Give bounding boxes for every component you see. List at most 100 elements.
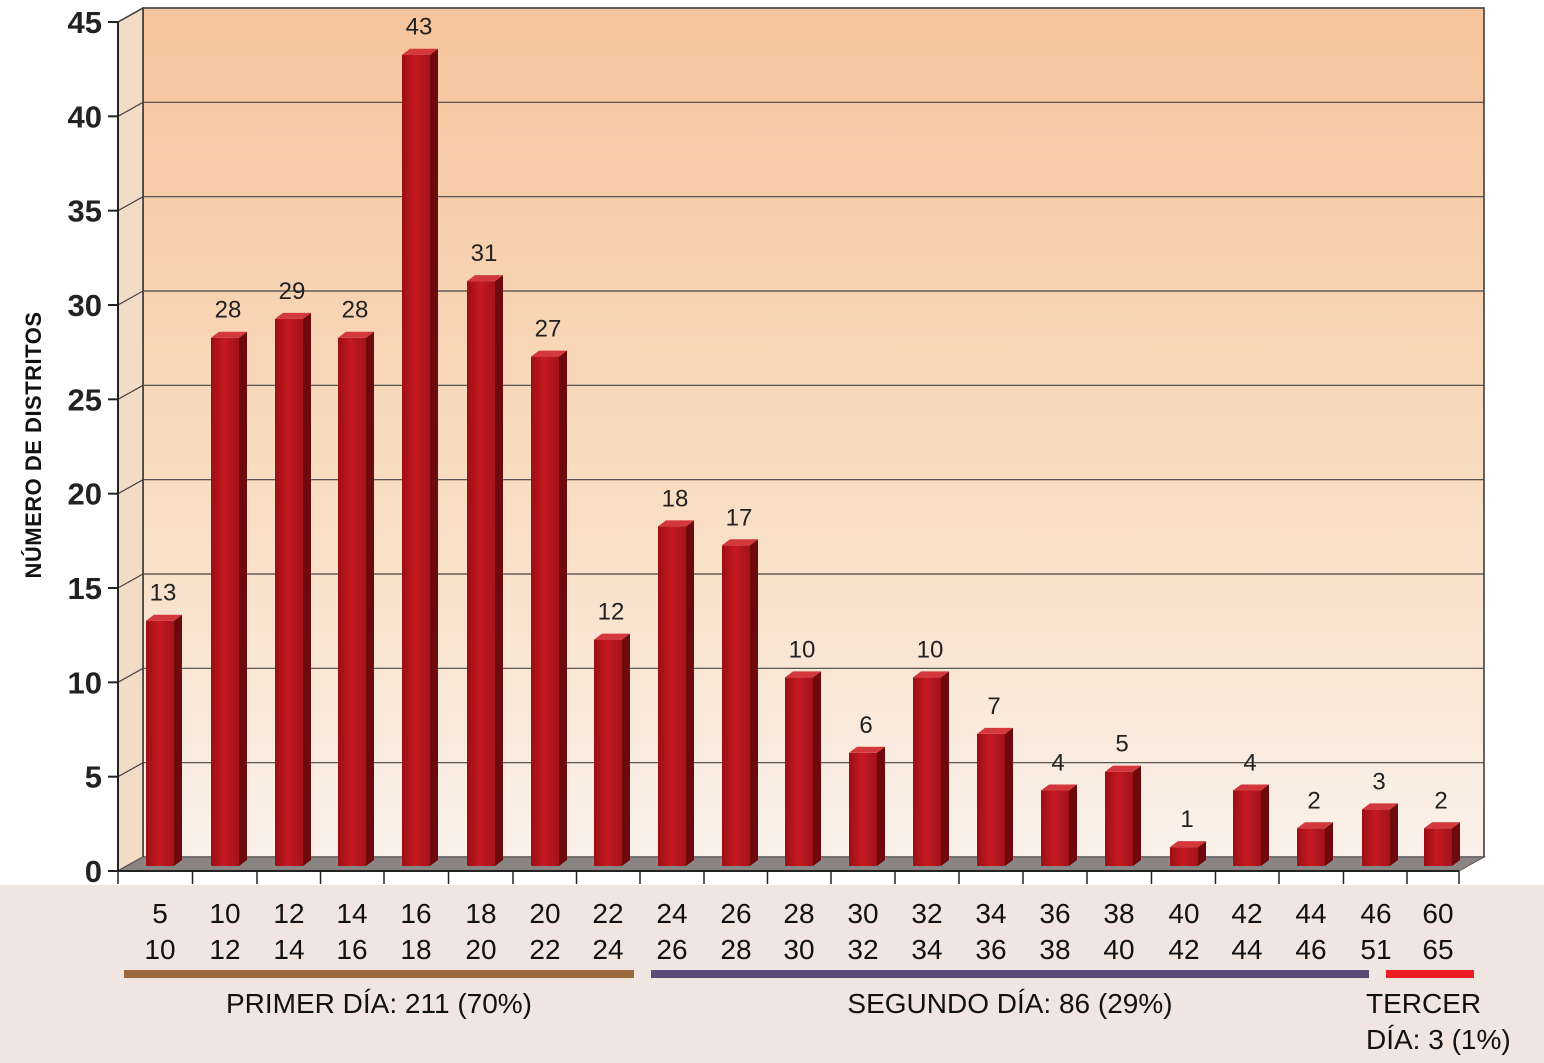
gridline-side bbox=[117, 7, 144, 23]
bar bbox=[531, 350, 567, 867]
x-tick-label-line: 38 bbox=[1103, 898, 1135, 929]
x-tick-label-line: 44 bbox=[1295, 898, 1327, 929]
bar-top bbox=[977, 727, 1013, 734]
group-label-line: DÍA: 3 (1%) bbox=[1366, 1024, 1511, 1055]
x-tick-label: 24 26 bbox=[637, 896, 707, 968]
x-tick-label-line: 12 bbox=[273, 898, 305, 929]
bar-side bbox=[1261, 784, 1269, 866]
x-tick-label-line: 18 bbox=[400, 934, 432, 965]
x-tick-label: 22 24 bbox=[573, 896, 643, 968]
bar bbox=[913, 671, 949, 866]
x-tick-label: 12 14 bbox=[254, 896, 324, 968]
x-tick-label-line: 10 bbox=[144, 934, 176, 965]
bar-top bbox=[146, 614, 182, 621]
gridline-side bbox=[117, 762, 144, 778]
data-label: 1 bbox=[1180, 806, 1193, 833]
x-tick-label-line: 10 bbox=[209, 898, 241, 929]
data-label: 31 bbox=[471, 240, 498, 267]
x-tick-label-line: 5 bbox=[152, 898, 168, 929]
x-tick-label: 60 65 bbox=[1403, 896, 1473, 968]
bar-side bbox=[1325, 822, 1333, 866]
data-label: 2 bbox=[1307, 787, 1320, 814]
gridline-side bbox=[117, 384, 144, 400]
y-tick-label: 10 bbox=[68, 665, 102, 700]
bar-front bbox=[338, 337, 366, 866]
bar-top bbox=[275, 312, 311, 319]
x-tick-label-line: 26 bbox=[720, 898, 752, 929]
x-tick-label: 14 16 bbox=[317, 896, 387, 968]
bar-front bbox=[1041, 790, 1069, 866]
group-label: SEGUNDO DÍA: 86 (29%) bbox=[847, 988, 1173, 1019]
bar-front bbox=[1362, 809, 1390, 866]
gridline-side bbox=[117, 573, 144, 589]
data-label: 43 bbox=[406, 14, 433, 41]
bar-top bbox=[722, 539, 758, 546]
y-tick-label: 20 bbox=[68, 477, 102, 512]
data-label: 10 bbox=[789, 636, 816, 663]
bar bbox=[1105, 765, 1141, 866]
x-tick-label-line: 36 bbox=[1039, 898, 1071, 929]
bar-front bbox=[1424, 828, 1452, 866]
gridline-side bbox=[117, 479, 144, 495]
bar-front bbox=[913, 677, 941, 866]
bar-side bbox=[1198, 841, 1206, 866]
x-tick-label: 46 51 bbox=[1341, 896, 1411, 968]
bar-top bbox=[1297, 822, 1333, 829]
data-label: 13 bbox=[150, 580, 177, 607]
bar-side bbox=[366, 331, 374, 866]
x-tick-label-line: 30 bbox=[783, 934, 815, 965]
bar-side bbox=[430, 48, 438, 866]
bar-front bbox=[467, 281, 495, 867]
x-tick-label-line: 28 bbox=[720, 934, 752, 965]
x-tick-label: 32 34 bbox=[892, 896, 962, 968]
bar bbox=[275, 312, 311, 866]
bar-top bbox=[211, 331, 247, 338]
bar bbox=[1424, 822, 1460, 866]
bar bbox=[1297, 822, 1333, 866]
bar-top bbox=[1105, 765, 1141, 772]
bar-top bbox=[849, 746, 885, 753]
bar-side bbox=[750, 539, 758, 866]
bar-side bbox=[1452, 822, 1460, 866]
data-label: 28 bbox=[342, 297, 369, 324]
bar-side bbox=[813, 671, 821, 866]
bar-front bbox=[722, 545, 750, 866]
bar-side bbox=[941, 671, 949, 866]
y-tick-label: 25 bbox=[68, 382, 102, 417]
bar-front bbox=[1297, 828, 1325, 866]
bar-top bbox=[1170, 841, 1206, 848]
group-bracket bbox=[1386, 970, 1474, 978]
gridline-side bbox=[117, 101, 144, 117]
bar bbox=[1362, 803, 1398, 866]
bar-front bbox=[658, 526, 686, 866]
bar-side bbox=[495, 275, 503, 867]
x-tick-label-line: 46 bbox=[1295, 934, 1327, 965]
x-tick-label-line: 12 bbox=[209, 934, 241, 965]
data-label: 5 bbox=[1115, 731, 1128, 758]
x-tick-label-line: 22 bbox=[529, 934, 561, 965]
bar bbox=[1170, 841, 1206, 866]
x-tick-label-line: 34 bbox=[975, 898, 1007, 929]
bar-side bbox=[1005, 727, 1013, 866]
bar bbox=[722, 539, 758, 866]
x-tick-label-line: 24 bbox=[656, 898, 688, 929]
bar bbox=[338, 331, 374, 866]
bar bbox=[211, 331, 247, 866]
bar-side bbox=[622, 633, 630, 866]
bar-top bbox=[531, 350, 567, 357]
x-tick-label-line: 32 bbox=[911, 898, 943, 929]
plot-side-wall bbox=[117, 6, 144, 873]
x-tick-label-line: 16 bbox=[336, 934, 368, 965]
data-label: 2 bbox=[1434, 787, 1447, 814]
bar-side bbox=[877, 746, 885, 866]
bar bbox=[977, 727, 1013, 866]
y-tick-label: 15 bbox=[68, 571, 102, 606]
bar-top bbox=[402, 48, 438, 55]
group-bracket bbox=[124, 970, 634, 978]
data-label: 3 bbox=[1372, 768, 1385, 795]
bar-side bbox=[303, 312, 311, 866]
bar-side bbox=[1390, 803, 1398, 866]
bar bbox=[785, 671, 821, 866]
y-tick-label: 45 bbox=[68, 5, 102, 40]
